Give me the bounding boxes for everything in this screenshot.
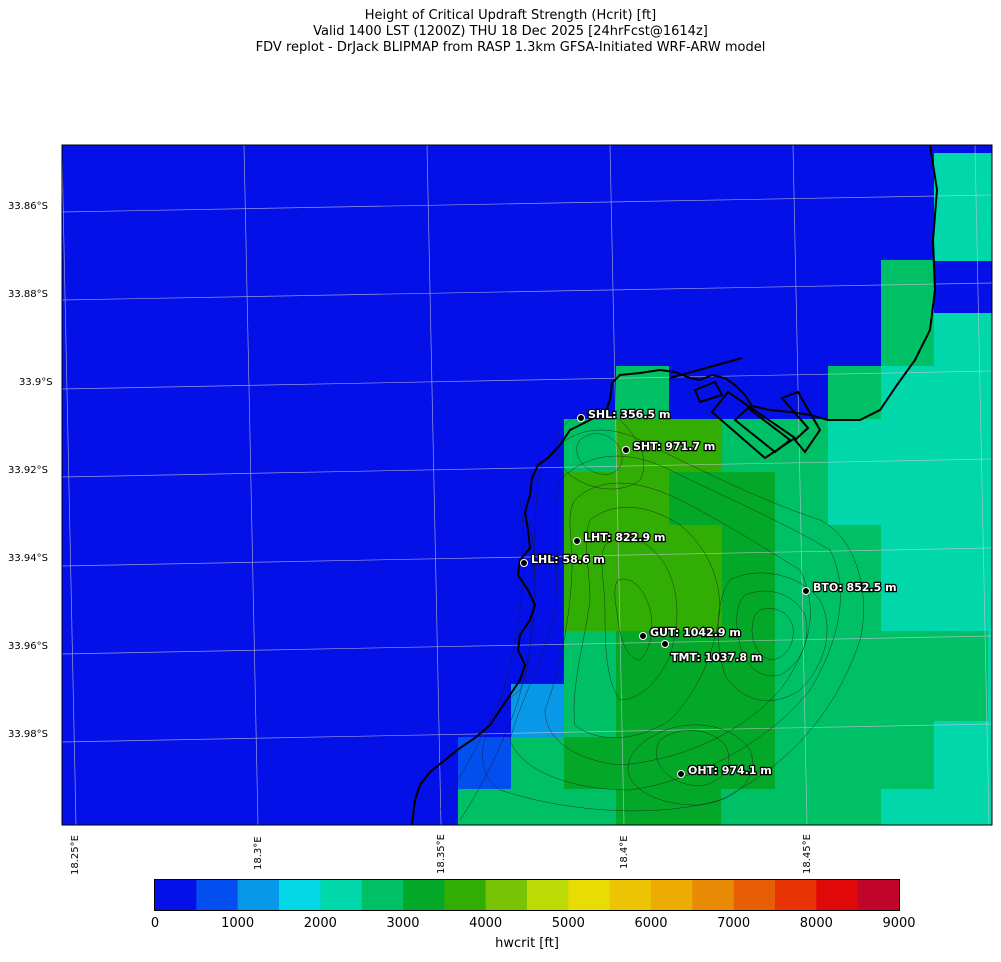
colorbar-tick-label: 8000 [799, 916, 833, 931]
field-cell [511, 737, 564, 789]
graticule [62, 145, 992, 825]
map-title: Height of Critical Updraft Strength (Hcr… [364, 8, 657, 23]
station-label: LHT: 822.9 m [584, 531, 665, 544]
station-marker [577, 414, 585, 422]
station-marker [639, 632, 647, 640]
station-marker [573, 537, 581, 545]
field-cell [828, 721, 881, 825]
field-cell [458, 737, 511, 789]
field-cell [564, 631, 616, 737]
colorbar-tick-label: 0 [150, 916, 160, 931]
colorbar-swatch [320, 880, 363, 910]
colorbar-tick-label: 5000 [551, 916, 585, 931]
station-marker [677, 770, 685, 778]
station-label: LHL: 58.6 m [531, 553, 605, 566]
field-cell [721, 789, 828, 825]
colorbar-swatch [237, 880, 280, 910]
terrain-contours [439, 411, 864, 821]
colorbar-frame [154, 879, 900, 911]
colorbar-swatch [733, 880, 776, 910]
station-label: TMT: 1037.8 m [671, 651, 762, 664]
lon-label: 18.25°E [70, 835, 81, 875]
colorbar-tick-label: 9000 [882, 916, 916, 931]
lon-label: 18.45°E [802, 834, 813, 874]
plot-frame [61, 144, 993, 826]
colorbar-swatch [568, 880, 611, 910]
station-marker [661, 640, 669, 648]
field-cell [881, 631, 988, 721]
map-valid-time: Valid 1400 LST (1200Z) THU 18 Dec 2025 [… [313, 24, 708, 39]
field-cell [564, 737, 775, 789]
colorbar-tick-label: 3000 [386, 916, 420, 931]
station-label: GUT: 1042.9 m [650, 626, 741, 639]
colorbar-swatch [527, 880, 569, 910]
colorbar-swatch [279, 880, 321, 910]
colorbar-swatch [444, 880, 487, 910]
colorbar [154, 879, 900, 911]
field-cell [881, 366, 992, 631]
colorbar-tick-label: 1000 [221, 916, 255, 931]
field-cell [616, 631, 775, 737]
lat-label: 33.98°S [8, 729, 48, 740]
field-cell [564, 419, 616, 472]
field-cell [828, 525, 881, 631]
colorbar-swatch [155, 880, 197, 910]
lon-label: 18.35°E [436, 834, 447, 874]
coastline [411, 145, 939, 825]
harbour-outline [669, 357, 822, 460]
field-cell [828, 366, 881, 419]
colorbar-swatch [651, 880, 693, 910]
field-cell [881, 721, 934, 789]
lat-label: 33.86°S [8, 201, 48, 212]
station-markers: SHL: 356.5 m SHT: 971.7 m LHT: 822.9 m LHL:… [520, 407, 898, 778]
station-label: OHT: 974.1 m [688, 764, 772, 777]
lat-label: 33.92°S [8, 465, 48, 476]
station-label: SHL: 356.5 m [588, 408, 670, 421]
colorbar-tick-label: 4000 [469, 916, 503, 931]
lon-label: 18.4°E [619, 835, 630, 869]
colorbar-swatch [609, 880, 652, 910]
lat-label: 33.9°S [19, 377, 53, 388]
colorbar-tick-label: 6000 [634, 916, 668, 931]
station-marker [520, 559, 528, 567]
field-cell [881, 260, 934, 366]
station-marker [802, 587, 810, 595]
colorbar-swatch [816, 880, 859, 910]
colorbar-swatch [485, 880, 528, 910]
colorbar-swatch [361, 880, 404, 910]
colorbar-label: hwcrit [ft] [495, 936, 559, 951]
lon-label: 18.3°E [253, 836, 264, 870]
field-cell [669, 525, 722, 631]
station-label: BTO: 852.5 m [813, 581, 897, 594]
colorbar-tick-label: 7000 [717, 916, 751, 931]
station-marker [622, 446, 630, 454]
field-cell [881, 789, 992, 825]
field-cell [616, 789, 721, 825]
station-label: SHT: 971.7 m [633, 440, 715, 453]
lat-label: 33.88°S [8, 289, 48, 300]
field-cell [616, 419, 722, 472]
field-cell [775, 631, 828, 737]
lat-label: 33.96°S [8, 641, 48, 652]
lat-label: 33.94°S [8, 553, 48, 564]
colorbar-swatch [857, 880, 900, 910]
colorbar-swatch [403, 880, 445, 910]
hcrit-field [458, 153, 992, 825]
colorbar-tick-label: 2000 [303, 916, 337, 931]
colorbar-swatch [196, 880, 239, 910]
field-cell [669, 472, 722, 525]
colorbar-swatch [775, 880, 817, 910]
map-source: FDV replot - DrJack BLIPMAP from RASP 1.… [255, 40, 766, 55]
field-cell [722, 472, 775, 631]
colorbar-swatch [692, 880, 735, 910]
field-cell [511, 684, 564, 737]
field-cell [934, 153, 992, 261]
field-cell [564, 472, 669, 631]
